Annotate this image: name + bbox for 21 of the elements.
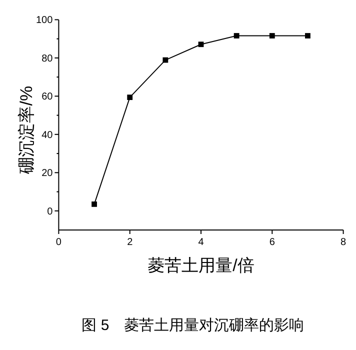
x-axis-title: 菱苦土用量/倍 bbox=[148, 256, 254, 275]
caption: 图 5 菱苦土用量对沉硼率的影响 bbox=[82, 317, 304, 334]
x-tick-label: 0 bbox=[56, 237, 62, 248]
x-tick-label: 2 bbox=[127, 237, 134, 248]
point bbox=[127, 94, 133, 100]
y-tick-label: 80 bbox=[42, 53, 54, 64]
point bbox=[198, 42, 204, 48]
y-axis-title: 硼沉淀率/% bbox=[17, 86, 36, 175]
y-tick-label: 60 bbox=[42, 92, 54, 103]
point bbox=[162, 57, 168, 63]
point bbox=[269, 33, 275, 38]
point bbox=[305, 33, 310, 38]
point bbox=[92, 201, 97, 207]
x-tick-label: 8 bbox=[340, 237, 347, 248]
y-tick-label: 0 bbox=[47, 206, 54, 218]
y-tick-label: 40 bbox=[42, 130, 54, 141]
y-tick-label: 100 bbox=[36, 15, 54, 26]
point bbox=[234, 33, 240, 38]
y-tick-label: 20 bbox=[42, 168, 54, 180]
x-tick-label: 6 bbox=[269, 237, 276, 248]
x-tick-label: 4 bbox=[198, 237, 204, 248]
